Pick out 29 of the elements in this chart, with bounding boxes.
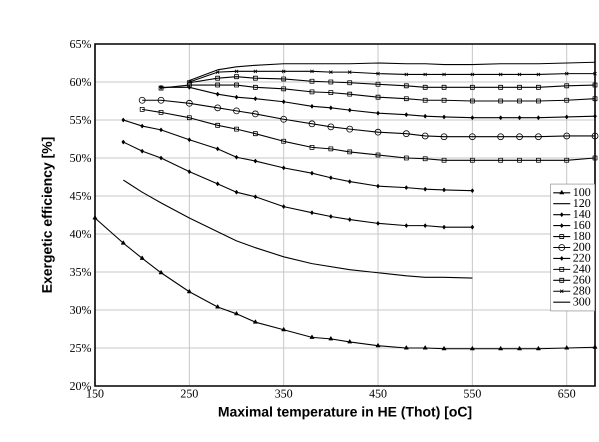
x-axis-title: Maximal temperature in HE (Thot) [oC]: [218, 406, 472, 420]
x-tick-label: 650: [558, 390, 576, 398]
legend-label: 180: [574, 232, 590, 240]
legend-label: 200: [573, 242, 590, 251]
x-tick-label: 350: [275, 390, 292, 398]
y-tick-label: 30%: [70, 306, 92, 314]
y-axis-title: Exergetic efficiency [%]: [42, 138, 55, 292]
legend-label: 240: [573, 264, 590, 273]
legend-label: 280: [573, 286, 590, 295]
legend-label: 100: [574, 188, 590, 196]
x-tick-label: 550: [464, 390, 481, 398]
legend-label: 140: [574, 210, 590, 218]
y-tick-label: 65%: [70, 40, 92, 48]
y-tick-label: 45%: [70, 192, 92, 200]
y-tick-label: 20%: [70, 382, 92, 390]
y-tick-label: 35%: [70, 268, 92, 276]
legend-label: 260: [573, 276, 590, 284]
legend-label: 120: [574, 199, 590, 208]
x-tick-label: 150: [87, 390, 104, 398]
y-tick-label: 55%: [70, 116, 92, 124]
legend-label: 300: [573, 297, 590, 306]
legend-label: 160: [574, 220, 590, 229]
y-tick-label: 25%: [70, 344, 92, 352]
x-tick-label: 450: [369, 390, 387, 398]
y-tick-label: 50%: [70, 154, 92, 162]
y-tick-label: 40%: [70, 230, 92, 238]
x-tick-label: 250: [180, 390, 198, 398]
legend-label: 220: [573, 254, 590, 262]
y-tick-label: 60%: [70, 78, 92, 86]
